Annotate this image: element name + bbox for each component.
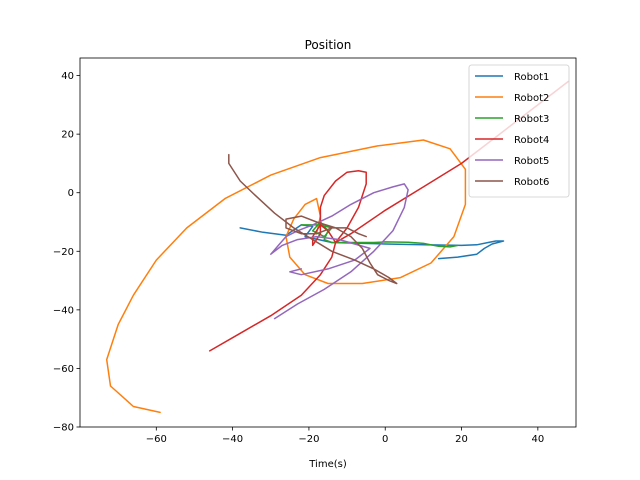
y-tick-label: −40 — [53, 305, 74, 316]
series-line-robot2 — [105, 139, 467, 414]
legend-box — [468, 64, 570, 198]
x-tick-label: −40 — [222, 434, 243, 445]
series-line-robot5 — [270, 183, 409, 320]
x-tick-label: 0 — [382, 434, 388, 445]
x-tick-label: −60 — [146, 434, 167, 445]
x-tick-label: 20 — [455, 434, 468, 445]
legend-label-robot2: Robot2 — [514, 93, 549, 104]
legend-label-robot4: Robot4 — [514, 135, 549, 146]
legend-label-robot1: Robot1 — [514, 72, 549, 83]
chart-title: Position — [305, 38, 352, 52]
y-tick-label: 40 — [61, 71, 74, 82]
y-tick-label: −20 — [53, 247, 74, 258]
y-tick-label: −80 — [53, 423, 74, 434]
legend-label-robot3: Robot3 — [514, 114, 549, 125]
y-axis: −80 −60 −40 −20 0 20 40 — [53, 71, 80, 434]
x-axis: −60 −40 −20 0 20 40 — [146, 427, 544, 445]
plot-area — [105, 80, 570, 414]
legend-label-robot5: Robot5 — [514, 156, 549, 167]
x-tick-label: 40 — [531, 434, 544, 445]
series-line-robot4 — [208, 80, 570, 352]
y-tick-label: 20 — [61, 130, 74, 141]
x-tick-label: −20 — [298, 434, 319, 445]
y-tick-label: 0 — [68, 188, 74, 199]
legend: Robot1 Robot2 Robot3 Robot4 Robot5 Robot6 — [468, 64, 570, 198]
axes-frame — [79, 57, 577, 428]
y-tick-label: −60 — [53, 364, 74, 375]
series-line-robot6 — [228, 153, 398, 285]
x-axis-label: Time(s) — [308, 459, 347, 470]
series-line-robot3 — [300, 221, 459, 248]
legend-label-robot6: Robot6 — [514, 177, 549, 188]
